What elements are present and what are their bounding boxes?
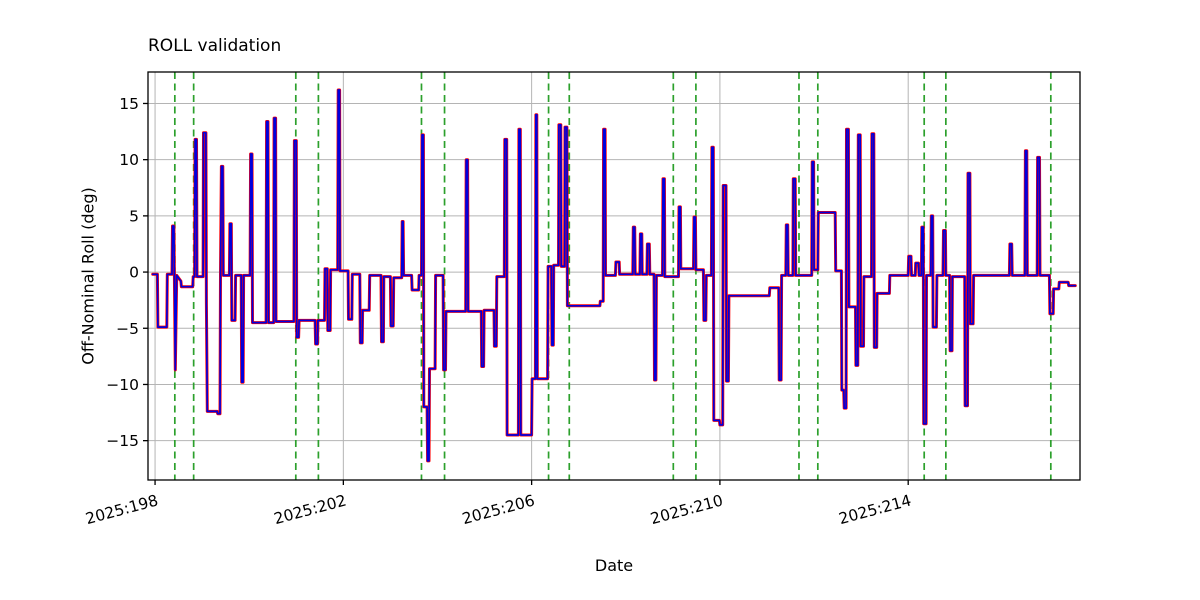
y-tick-label: −10 bbox=[106, 376, 139, 394]
x-axis-label: Date bbox=[594, 556, 634, 575]
y-tick-label: 5 bbox=[129, 207, 139, 225]
y-tick-label: 15 bbox=[119, 95, 139, 113]
x-tick-label: 2025:206 bbox=[460, 491, 536, 528]
roll-validation-blue bbox=[151, 89, 1077, 462]
x-tick-label: 2025:202 bbox=[272, 491, 348, 528]
y-axis-label: Off-Nominal Roll (deg) bbox=[78, 187, 98, 365]
y-tick-label: −5 bbox=[116, 320, 139, 338]
x-tick-label: 2025:210 bbox=[649, 491, 725, 528]
axes-frame bbox=[147, 71, 1081, 481]
x-tick-label: 2025:214 bbox=[837, 491, 913, 528]
chart-title: ROLL validation bbox=[148, 36, 282, 56]
y-tick-label: 10 bbox=[119, 151, 139, 169]
y-tick-label: 0 bbox=[129, 264, 139, 282]
x-tick-label: 2025:198 bbox=[84, 491, 160, 528]
y-tick-label: −15 bbox=[106, 432, 139, 450]
